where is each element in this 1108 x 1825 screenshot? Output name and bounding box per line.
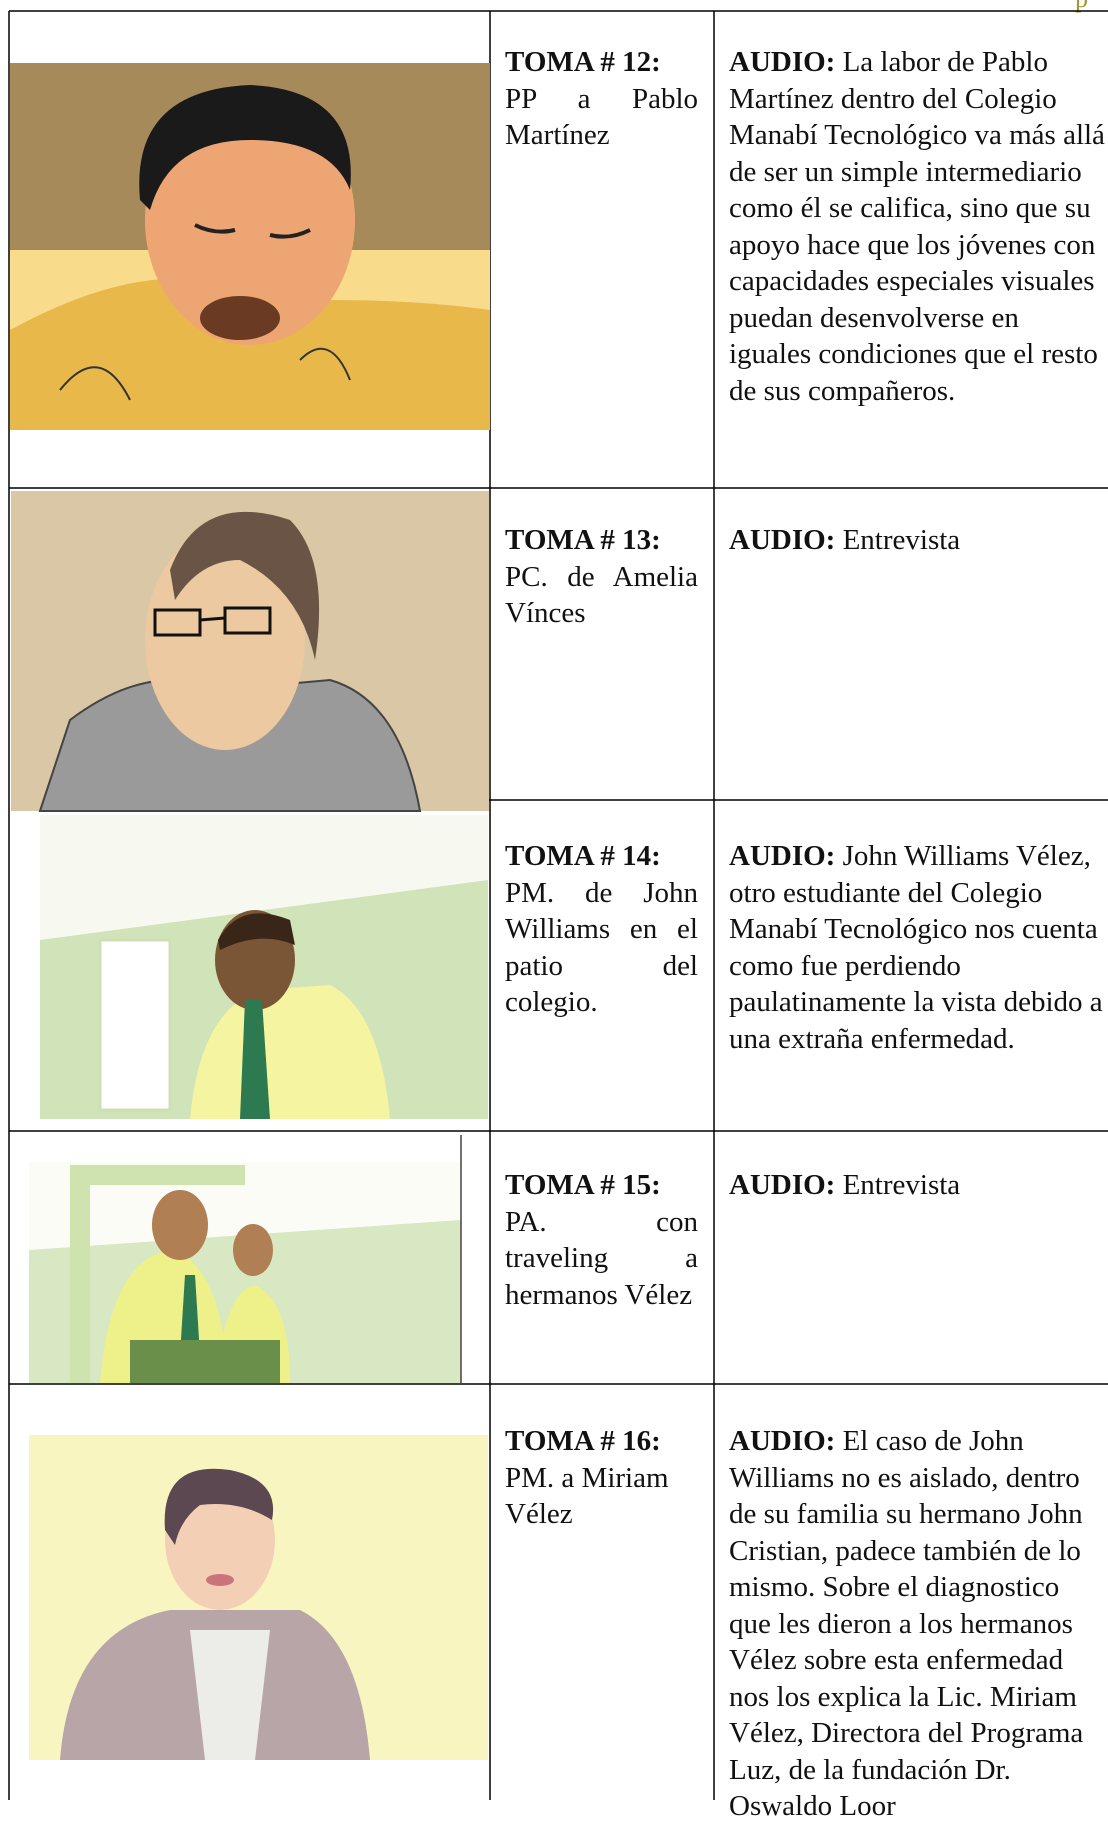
- audio-text: El caso de John Williams no es aislado, …: [729, 1425, 1084, 1822]
- table-lines: [8, 10, 1108, 1800]
- shape: [199, 616, 226, 622]
- shot-cell: TOMA # 15: PA. con traveling a hermanos V…: [505, 1167, 698, 1313]
- shot-text: PC. de Amelia Vínces: [505, 560, 698, 630]
- shape: [218, 913, 295, 950]
- shot-cell: TOMA # 12: PP a Pablo Martínez: [505, 44, 698, 154]
- illustration-hermanos: [29, 1135, 462, 1383]
- header-fragment: p: [1075, 0, 1088, 14]
- audio-label: AUDIO:: [729, 46, 836, 78]
- shape: [153, 608, 202, 637]
- illustration-john: [40, 815, 488, 1119]
- shot-text: PM. a Miriam Vélez: [505, 1461, 669, 1531]
- shape: [130, 1340, 280, 1383]
- shot-text: PP a Pablo Martínez: [505, 82, 698, 152]
- shape: [190, 985, 390, 1119]
- shape: [170, 511, 320, 660]
- shape: [233, 1224, 273, 1276]
- shot-label: TOMA # 14:: [505, 840, 661, 872]
- shot-label: TOMA # 13:: [505, 524, 661, 556]
- illustration-miriam: [29, 1435, 488, 1760]
- shape: [152, 1190, 208, 1260]
- audio-label: AUDIO:: [729, 1425, 836, 1457]
- shot-cell: TOMA # 16: PM. a Miriam Vélez: [505, 1423, 698, 1533]
- shape: [98, 938, 172, 1112]
- audio-cell: AUDIO: Entrevista: [729, 1167, 1105, 1204]
- audio-cell: AUDIO: La labor de Pablo Martínez dentro…: [729, 44, 1105, 409]
- shot-label: TOMA # 16:: [505, 1425, 661, 1457]
- shape: [70, 1165, 245, 1383]
- shape: [240, 1000, 270, 1119]
- shape: [223, 606, 272, 635]
- shape: [190, 1630, 270, 1760]
- shape: [200, 296, 280, 340]
- audio-text: La labor de Pablo Martínez dentro del Co…: [729, 46, 1105, 407]
- shape: [139, 85, 351, 210]
- audio-cell: AUDIO: El caso de John Williams no es ai…: [729, 1423, 1105, 1825]
- shape: [145, 95, 355, 345]
- shot-text: PM. de John Williams en el patio del col…: [505, 876, 698, 1019]
- shape: [206, 1574, 234, 1586]
- illustration-pablo: [10, 63, 490, 430]
- shape: [10, 278, 490, 430]
- audio-label: AUDIO:: [729, 524, 836, 556]
- shot-label: TOMA # 12:: [505, 46, 661, 78]
- shape: [180, 1275, 200, 1355]
- audio-cell: AUDIO: John Williams Vélez, otro estudia…: [729, 838, 1105, 1057]
- illustration-amelia: [11, 491, 489, 812]
- audio-text: Entrevista: [842, 524, 961, 556]
- audio-label: AUDIO:: [729, 840, 836, 872]
- shape: [59, 347, 351, 401]
- audio-text: John Williams Vélez, otro estudiante del…: [729, 840, 1103, 1055]
- audio-label: AUDIO:: [729, 1169, 836, 1201]
- audio-cell: AUDIO: Entrevista: [729, 522, 1105, 559]
- audio-text: Entrevista: [842, 1169, 961, 1201]
- shape: [194, 223, 311, 239]
- shot-cell: TOMA # 13: PC. de Amelia Vínces: [505, 522, 698, 632]
- shot-label: TOMA # 15:: [505, 1169, 661, 1201]
- shot-text: PA. con traveling a hermanos Vélez: [505, 1205, 698, 1311]
- shot-cell: TOMA # 14: PM. de John Williams en el pat…: [505, 838, 698, 1021]
- shape: [164, 1468, 274, 1545]
